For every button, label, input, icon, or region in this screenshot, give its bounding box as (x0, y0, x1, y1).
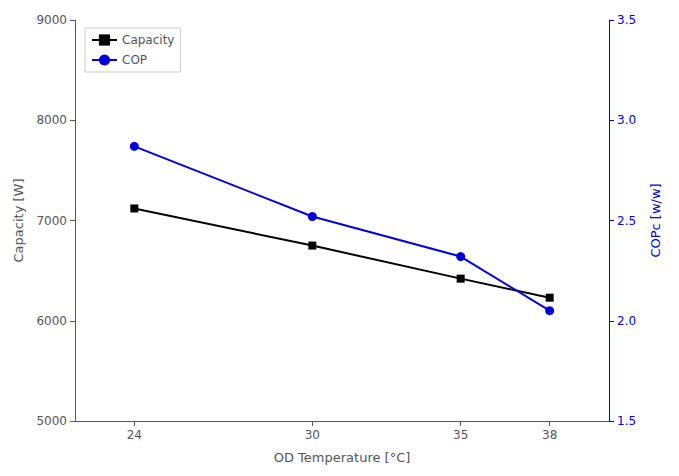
svg-text:2.5: 2.5 (617, 214, 636, 228)
svg-text:35: 35 (453, 428, 468, 442)
svg-text:5000: 5000 (36, 414, 67, 428)
svg-text:6000: 6000 (36, 314, 67, 328)
svg-text:2.0: 2.0 (617, 314, 636, 328)
svg-text:OD Temperature [°C]: OD Temperature [°C] (274, 450, 411, 465)
svg-text:7000: 7000 (36, 214, 67, 228)
svg-text:9000: 9000 (36, 13, 67, 27)
svg-text:24: 24 (127, 428, 142, 442)
svg-text:3.5: 3.5 (617, 13, 636, 27)
svg-text:8000: 8000 (36, 113, 67, 127)
svg-text:Capacity [W]: Capacity [W] (11, 179, 26, 263)
svg-text:38: 38 (542, 428, 557, 442)
svg-text:30: 30 (305, 428, 320, 442)
svg-text:3.0: 3.0 (617, 113, 636, 127)
svg-text:1.5: 1.5 (617, 414, 636, 428)
svg-text:Capacity: Capacity (122, 33, 174, 47)
svg-text:COP: COP (122, 53, 147, 67)
svg-text:COPc [w/w]: COPc [w/w] (648, 183, 663, 257)
